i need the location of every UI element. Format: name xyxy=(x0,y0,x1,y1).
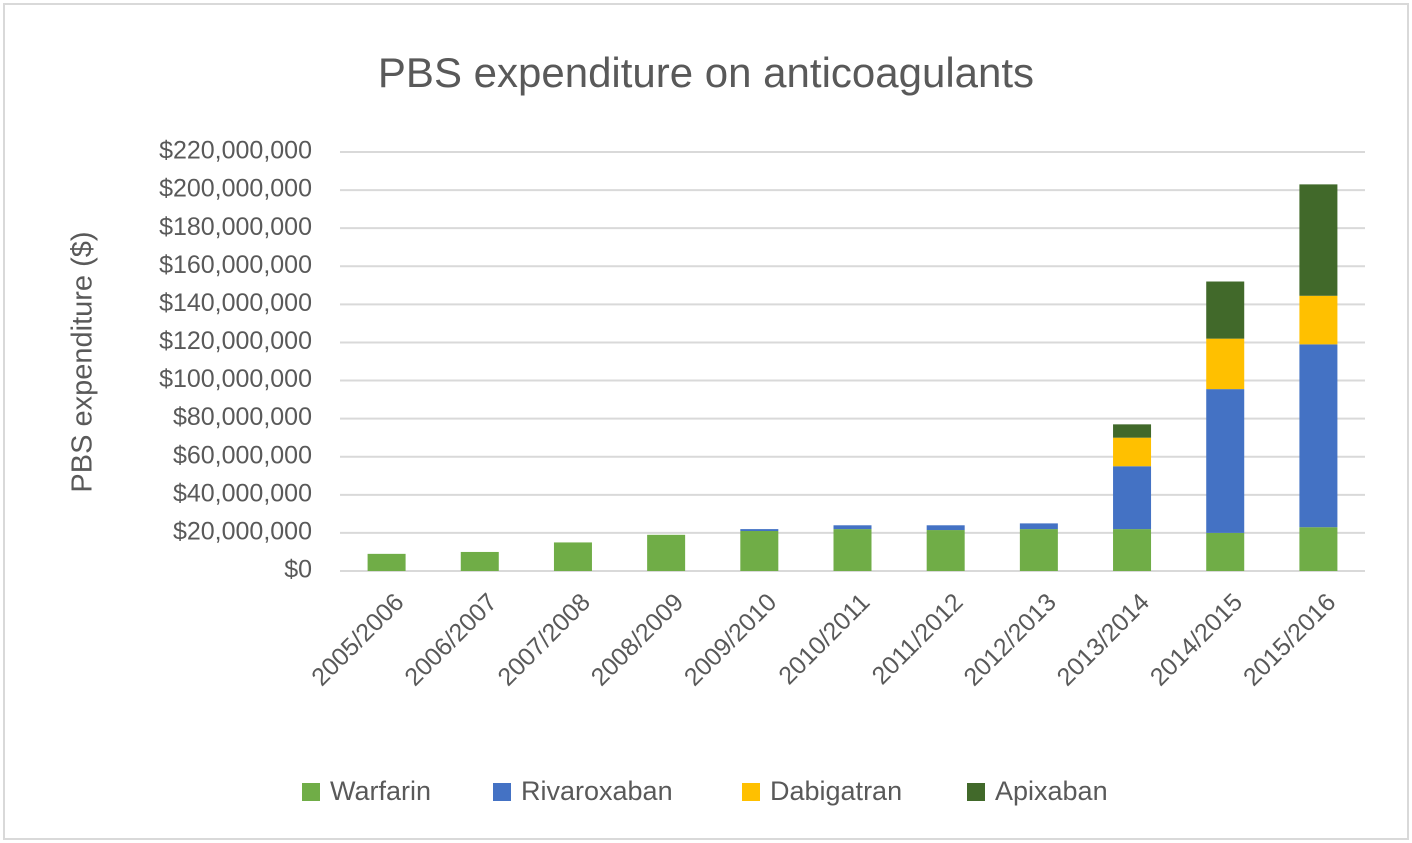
y-tick-label: $200,000,000 xyxy=(159,175,312,203)
bar-segment xyxy=(1206,281,1245,339)
bar-segment xyxy=(1019,529,1058,571)
bar-segment xyxy=(740,529,779,532)
bar-segment xyxy=(553,542,592,571)
y-tick-label: $160,000,000 xyxy=(159,251,312,279)
y-tick-label: $100,000,000 xyxy=(159,365,312,393)
y-tick-label: $180,000,000 xyxy=(159,213,312,241)
bar-segment xyxy=(1206,532,1245,571)
bar-segment xyxy=(367,553,406,571)
legend-label: Rivaroxaban xyxy=(521,776,673,806)
bar-segment xyxy=(647,534,686,571)
bar-segment xyxy=(1299,184,1338,296)
bar-segment xyxy=(926,530,965,571)
y-axis-title: PBS expenditure ($) xyxy=(67,231,99,492)
legend-swatch xyxy=(302,783,320,801)
bar-segment xyxy=(1299,344,1338,528)
bar-segment xyxy=(1113,424,1152,438)
y-tick-label: $20,000,000 xyxy=(173,518,312,546)
bar-segment xyxy=(1206,338,1245,390)
bars xyxy=(367,184,1338,571)
bar-segment xyxy=(1299,295,1338,345)
chart-border xyxy=(3,3,1409,840)
y-tick-label: $120,000,000 xyxy=(159,327,312,355)
bar-segment xyxy=(1113,466,1152,530)
legend-swatch xyxy=(493,783,511,801)
grid xyxy=(340,151,1365,572)
y-tick-label: $60,000,000 xyxy=(173,441,312,469)
y-tick-label: $40,000,000 xyxy=(173,479,312,507)
bar-segment xyxy=(1113,437,1152,467)
bar-segment xyxy=(1019,523,1058,530)
y-tick-label: $220,000,000 xyxy=(159,137,312,165)
bar-segment xyxy=(833,525,872,530)
legend-label: Warfarin xyxy=(330,776,431,806)
bar-segment xyxy=(1299,527,1338,571)
y-tick-label: $80,000,000 xyxy=(173,403,312,431)
bar-segment xyxy=(740,531,779,571)
bar-segment xyxy=(460,551,499,571)
legend-label: Dabigatran xyxy=(770,776,902,806)
y-tick-label: $0 xyxy=(284,556,312,584)
bar-segment xyxy=(926,525,965,531)
legend-swatch xyxy=(967,783,985,801)
bar-segment xyxy=(1206,389,1245,533)
legend-swatch xyxy=(742,783,760,801)
bar-segment xyxy=(1113,529,1152,571)
chart-title: PBS expenditure on anticoagulants xyxy=(378,49,1034,96)
y-tick-label: $140,000,000 xyxy=(159,289,312,317)
bar-segment xyxy=(833,529,872,571)
legend-label: Apixaban xyxy=(995,776,1108,806)
